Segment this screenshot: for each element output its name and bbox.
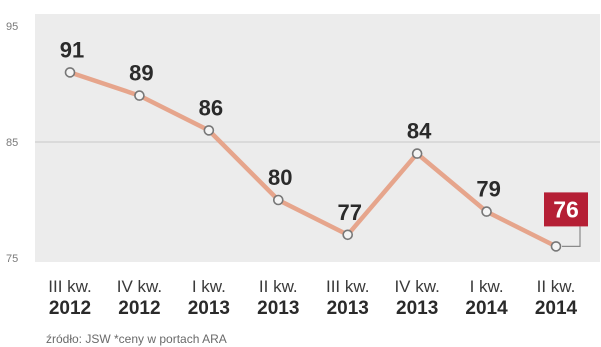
data-point-2 bbox=[203, 125, 215, 136]
y-tick-label-75: 75 bbox=[6, 253, 18, 265]
x-category-line2-4: 2013 bbox=[327, 298, 369, 319]
data-label-1: 89 bbox=[129, 61, 153, 86]
data-label-3: 80 bbox=[268, 165, 292, 190]
x-category-line2-2: 2013 bbox=[188, 298, 230, 319]
x-category-line1-3: II kw. bbox=[259, 277, 298, 296]
x-category-line1-2: I kw. bbox=[192, 277, 226, 296]
x-category-line1-6: I kw. bbox=[470, 277, 504, 296]
data-point-5 bbox=[411, 148, 423, 159]
x-category-line1-7: II kw. bbox=[537, 277, 576, 296]
data-point-0 bbox=[64, 67, 76, 78]
highlight-label-box bbox=[544, 192, 588, 227]
x-category-line2-3: 2013 bbox=[257, 298, 299, 319]
y-tick-label-85: 85 bbox=[6, 137, 18, 149]
x-category-line2-7: 2014 bbox=[535, 298, 578, 319]
x-category-line2-1: 2012 bbox=[118, 298, 160, 319]
y-axis-ticks: 75 85 95 bbox=[6, 21, 18, 265]
source-note: źródło: JSW *ceny w portach ARA bbox=[46, 332, 227, 346]
x-category-line1-4: III kw. bbox=[326, 277, 369, 296]
data-point-7 bbox=[550, 241, 562, 252]
x-category-line1-5: IV kw. bbox=[394, 277, 439, 296]
x-category-line1-1: IV kw. bbox=[117, 277, 162, 296]
x-category-line2-5: 2013 bbox=[396, 298, 438, 319]
data-label-0: 91 bbox=[60, 37, 84, 62]
x-axis-categories: III kw. 2012 IV kw. 2012 I kw. 2013 II kw. 2013… bbox=[48, 277, 577, 319]
data-label-6: 79 bbox=[476, 177, 500, 202]
data-point-4 bbox=[342, 229, 354, 241]
data-label-4: 77 bbox=[337, 200, 361, 225]
data-label-2: 86 bbox=[199, 95, 223, 120]
series-line bbox=[67, 70, 559, 249]
highlight-connector bbox=[562, 226, 581, 247]
data-label-5: 84 bbox=[407, 119, 432, 144]
x-category-line2-0: 2012 bbox=[49, 298, 91, 319]
data-labels: 91 89 86 80 77 84 79 76 bbox=[60, 37, 588, 247]
x-category-line2-6: 2014 bbox=[465, 298, 508, 319]
data-point-1 bbox=[134, 90, 145, 101]
y-tick-label-95: 95 bbox=[6, 21, 18, 33]
data-point-markers bbox=[64, 67, 562, 252]
series-line-layer bbox=[67, 70, 559, 249]
x-category-line1-0: III kw. bbox=[48, 277, 91, 296]
data-point-6 bbox=[481, 206, 492, 217]
data-point-3 bbox=[272, 194, 284, 206]
data-label-7: 76 bbox=[553, 196, 579, 222]
